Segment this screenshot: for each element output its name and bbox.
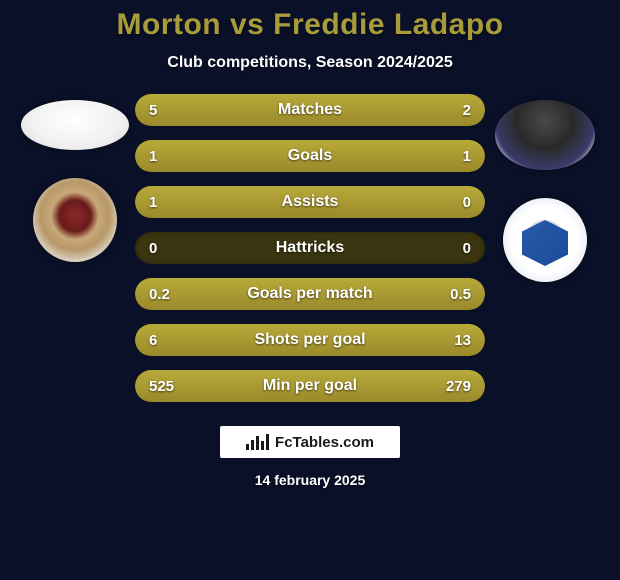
stat-label: Hattricks <box>135 232 485 264</box>
stat-bar: 10Assists <box>135 186 485 218</box>
stat-bar: 11Goals <box>135 140 485 172</box>
stat-label: Assists <box>135 186 485 218</box>
stat-bar: 0.20.5Goals per match <box>135 278 485 310</box>
footer-logo-text: FcTables.com <box>275 434 374 451</box>
right-player-avatar <box>495 100 595 170</box>
page-subtitle: Club competitions, Season 2024/2025 <box>167 54 452 72</box>
stat-bar: 525279Min per goal <box>135 370 485 402</box>
right-player-column <box>485 94 605 282</box>
footer-logo: FcTables.com <box>220 426 400 458</box>
left-player-avatar <box>21 100 129 150</box>
stat-bar: 613Shots per goal <box>135 324 485 356</box>
stat-label: Min per goal <box>135 370 485 402</box>
footer-date: 14 february 2025 <box>255 472 366 488</box>
page-title: Morton vs Freddie Ladapo <box>116 8 503 42</box>
stat-bars-column: 52Matches 11Goals 10Assists 00Hattricks 0.20… <box>135 94 485 402</box>
content-row: 52Matches 11Goals 10Assists 00Hattricks 0.20… <box>0 94 620 402</box>
chart-bars-icon <box>246 434 269 450</box>
stat-bar: 00Hattricks <box>135 232 485 264</box>
left-player-column <box>15 94 135 262</box>
stat-label: Matches <box>135 94 485 126</box>
left-club-crest <box>33 178 117 262</box>
right-club-crest <box>503 198 587 282</box>
stat-label: Goals <box>135 140 485 172</box>
comparison-infographic: Morton vs Freddie Ladapo Club competitio… <box>0 0 620 580</box>
stat-label: Goals per match <box>135 278 485 310</box>
stat-bar: 52Matches <box>135 94 485 126</box>
stat-label: Shots per goal <box>135 324 485 356</box>
